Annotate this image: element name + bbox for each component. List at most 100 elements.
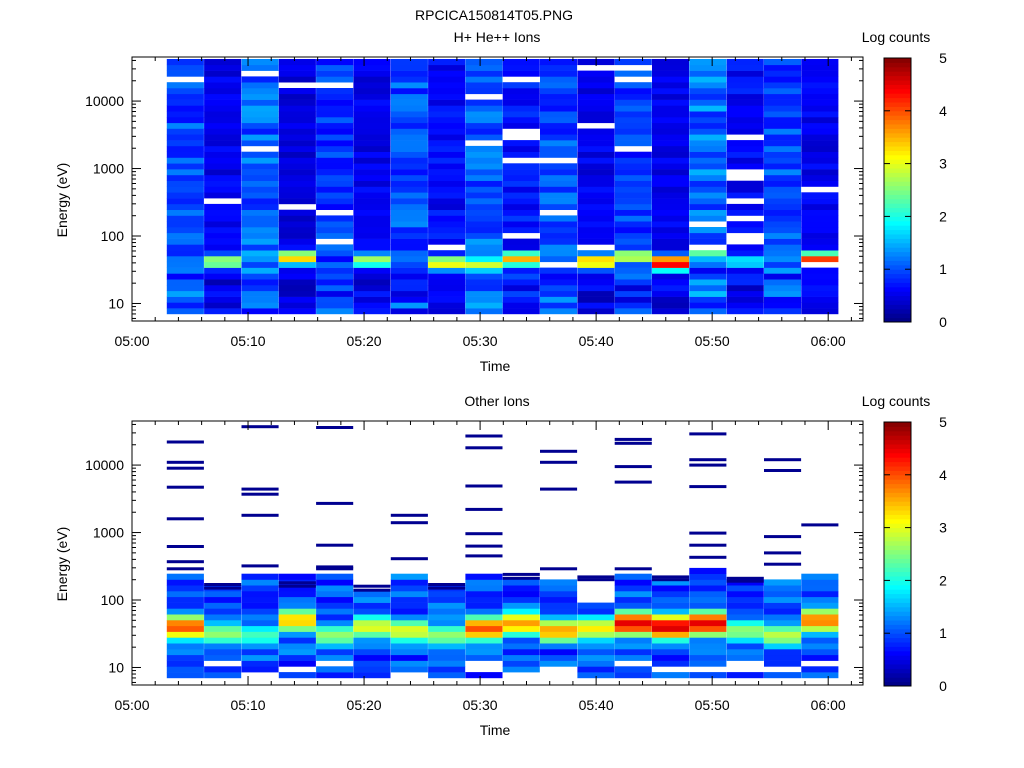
spectrogram-cell: [577, 666, 615, 673]
spectrogram-cell: [502, 93, 540, 100]
spectrogram-cell: [614, 625, 652, 632]
spectrogram-cell: [278, 296, 316, 303]
spectrogram-cell: [577, 649, 615, 656]
spectrogram-cell: [502, 591, 540, 598]
spectrogram-cell: [166, 654, 204, 661]
spectrogram-cell: [614, 637, 652, 644]
spectrogram-cell: [614, 70, 652, 77]
spectrogram-cell: [577, 279, 615, 286]
spectrogram-cell: [540, 250, 578, 257]
spectrogram-cell: [502, 302, 540, 309]
spectrogram-cell: [465, 215, 503, 222]
spectrogram-cell: [166, 88, 204, 95]
spectrogram-cell: [316, 654, 354, 661]
spectrogram-cell: [353, 128, 391, 135]
spectrogram-cell: [316, 296, 354, 303]
spectrogram-cell: [652, 244, 690, 251]
spectrogram-cell: [166, 279, 204, 286]
spectrogram-cell: [502, 608, 540, 615]
sparse-count-line: [428, 586, 466, 590]
spectrogram-cell: [353, 134, 391, 141]
spectrogram-cell: [166, 614, 204, 621]
spectrogram-cell: [278, 221, 316, 228]
sparse-count-line: [764, 458, 802, 462]
spectrogram-cell: [577, 637, 615, 644]
colorbar-segment: [884, 584, 911, 590]
spectrogram-cell: [390, 273, 428, 280]
colorbar-segment: [884, 554, 911, 559]
spectrogram-cell: [540, 82, 578, 89]
sparse-count-line: [764, 551, 802, 555]
spectrogram-cell: [390, 614, 428, 621]
spectrogram-cell: [540, 99, 578, 106]
spectrogram-cell: [764, 579, 802, 586]
spectrogram-cell: [353, 180, 391, 187]
spectrogram-cell: [278, 99, 316, 106]
spectrogram-cell: [577, 82, 615, 89]
spectrogram-cell: [204, 157, 242, 164]
spectrogram-cell: [726, 654, 764, 661]
spectrogram-cell: [278, 261, 316, 268]
spectrogram-cell: [614, 620, 652, 627]
spectrogram-cell: [428, 117, 466, 124]
spectrogram-cell: [689, 180, 727, 187]
spectrogram-cell: [502, 82, 540, 89]
spectrogram-cell: [652, 174, 690, 181]
spectrogram-cell: [428, 151, 466, 158]
spectrogram-cell: [726, 637, 764, 644]
spectrogram-cell: [689, 602, 727, 609]
spectrogram-cell: [465, 163, 503, 170]
spectrogram-cell: [241, 267, 279, 274]
spectrogram-cell: [316, 198, 354, 205]
spectrogram-cell: [577, 140, 615, 147]
spectrogram-cell: [278, 238, 316, 245]
colorbar-segment: [884, 628, 911, 634]
colorbar-segment: [884, 672, 911, 678]
spectrogram-cell: [241, 660, 279, 667]
spectrogram-cell: [278, 88, 316, 95]
spectrogram-cell: [764, 76, 802, 83]
spectrogram-cell: [540, 267, 578, 274]
spectrogram-cell: [801, 614, 839, 621]
spectrogram-cell: [241, 117, 279, 124]
colorbar-segment: [884, 282, 911, 288]
spectrogram-cell: [726, 117, 764, 124]
spectrogram-cell: [614, 238, 652, 245]
spectrogram-cell: [390, 625, 428, 632]
x-tick-label: 05:10: [231, 333, 266, 349]
spectrogram-cell: [166, 122, 204, 129]
colorbar-tick-label: 0: [939, 678, 947, 694]
spectrogram-cell: [577, 70, 615, 77]
colorbar-segment: [884, 119, 911, 125]
spectrogram-cell: [652, 145, 690, 152]
spectrogram-cell: [801, 157, 839, 164]
y-tick-label: 1000: [93, 525, 124, 541]
spectrogram-cell: [652, 134, 690, 141]
spectrogram-cell: [428, 625, 466, 632]
spectrogram-cell: [652, 585, 690, 592]
spectrogram-cell: [764, 198, 802, 205]
spectrogram-cell: [726, 620, 764, 627]
spectrogram-cell: [241, 232, 279, 239]
colorbar-segment: [884, 225, 911, 231]
spectrogram-cell: [465, 88, 503, 95]
spectrogram-cell: [465, 591, 503, 598]
sparse-count-line: [465, 484, 503, 488]
spectrogram-cell: [278, 209, 316, 216]
spectrogram-cell: [241, 140, 279, 147]
spectrogram-cell: [652, 273, 690, 280]
spectrogram-cell: [614, 649, 652, 656]
spectrogram-cell: [652, 625, 690, 632]
spectrogram-cell: [502, 631, 540, 638]
spectrogram-cell: [652, 203, 690, 210]
spectrogram-cell: [652, 93, 690, 100]
spectrogram-cell: [465, 111, 503, 118]
spectrogram-cell: [241, 654, 279, 661]
spectrogram-cell: [166, 163, 204, 170]
spectrogram-cell: [428, 157, 466, 164]
spectrogram-cell: [465, 573, 503, 580]
spectrogram-cell: [652, 250, 690, 257]
spectrogram-cell: [540, 180, 578, 187]
spectrogram-cell: [465, 256, 503, 263]
